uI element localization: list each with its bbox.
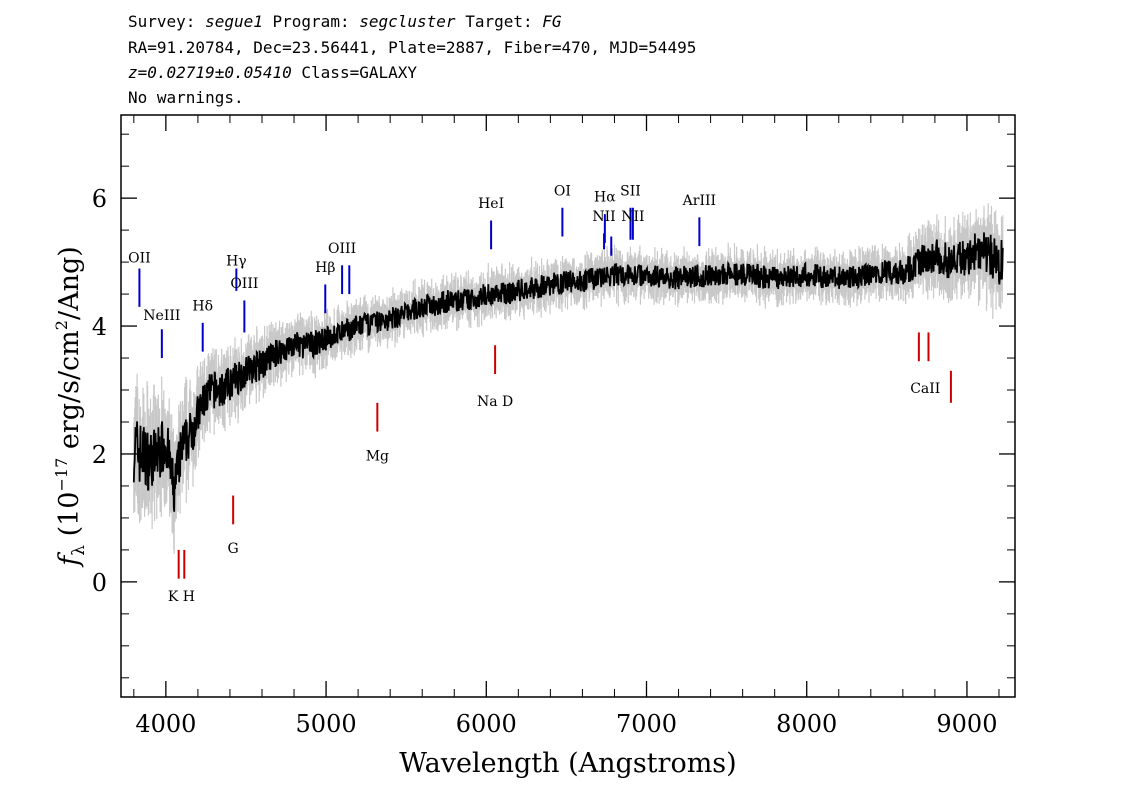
program-label: Program: (272, 12, 350, 31)
class: Class=GALAXY (301, 63, 417, 82)
target-value: FG (542, 12, 562, 31)
y-sub: λ (69, 545, 89, 556)
absorption-line-label: K H (168, 589, 195, 605)
absorption-line-label: Mg (366, 448, 389, 464)
emission-line-label: Hα (594, 190, 616, 206)
x-tick-label: 7000 (616, 710, 677, 738)
absorption-line-label: G (228, 541, 239, 557)
x-axis-title: Wavelength (Angstroms) (399, 748, 736, 779)
target-label: Target: (465, 12, 533, 31)
x-tick-label: 8000 (776, 710, 837, 738)
error-band (133, 203, 1004, 554)
flux-series (132, 232, 1004, 512)
header-line-2: RA=91.20784, Dec=23.56441, Plate=2887, F… (128, 38, 697, 57)
survey-label: Survey: (128, 12, 196, 31)
emission-line-label: NeIII (143, 308, 180, 324)
axis-ticks: 4000 5000 6000 7000 8000 9000 0 2 4 6 (92, 115, 1015, 738)
emission-line-label: Hβ (315, 260, 335, 276)
y-end: /Ang) (54, 246, 85, 320)
flux-line (132, 232, 1004, 512)
program-value: segcluster (359, 12, 456, 31)
x-tick-label: 4000 (135, 710, 196, 738)
x-tick-label: 6000 (456, 710, 517, 738)
y-tick-label: 6 (92, 185, 107, 213)
absorption-line-label: CaII (910, 381, 940, 397)
error-band-path (133, 203, 1004, 554)
emission-line-label: ArIII (682, 193, 716, 209)
header-line-3: z=0.02719±0.05410 Class=GALAXY (128, 63, 417, 83)
emission-line-label: OIII (328, 241, 356, 257)
y-main: (10 (54, 492, 85, 537)
emission-line-label: OIII (230, 276, 258, 292)
survey-value: segue1 (205, 12, 263, 31)
x-tick-label: 9000 (936, 710, 997, 738)
y-tick-label: 4 (92, 313, 107, 341)
x-tick-label: 5000 (296, 710, 357, 738)
y-axis-title: fλ (10−17 erg/s/cm2/Ang) (52, 246, 89, 568)
emission-line-label: NII (621, 209, 644, 225)
absorption-line-label: Na D (477, 394, 513, 410)
plot-frame (120, 114, 1016, 698)
emission-line-label: HeI (478, 196, 504, 212)
y-rest: erg/s/cm (54, 330, 85, 449)
emission-line-label: Hδ (192, 298, 213, 314)
emission-line-label: SII (620, 183, 641, 199)
redshift: z=0.02719±0.05410 (128, 63, 292, 82)
y-exp: −17 (52, 458, 71, 492)
emission-line-label: OII (128, 250, 151, 266)
spectral-lines: OIINeIIIHδHγOIIIHβOIIIHeIOINIIHαSIINIIAr… (128, 183, 952, 605)
emission-line-label: Hγ (226, 254, 247, 270)
y-tick-label: 0 (92, 569, 107, 597)
y-exp2: 2 (52, 320, 71, 330)
emission-line-label: OI (554, 183, 571, 199)
header-line-1: Survey: segue1 Program: segcluster Targe… (128, 12, 562, 32)
y-tick-label: 2 (92, 441, 107, 469)
header-line-4: No warnings. (128, 88, 244, 107)
y-f: f (54, 552, 85, 568)
